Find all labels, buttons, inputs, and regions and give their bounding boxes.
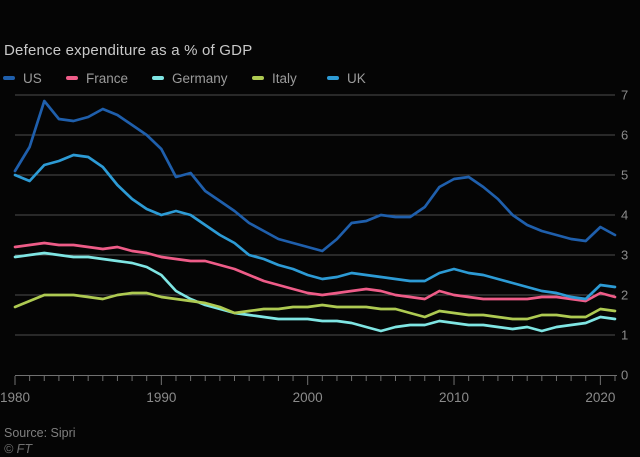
- legend-label-france: France: [86, 70, 129, 86]
- legend-item-germany: Germany: [152, 70, 228, 86]
- series-line-france: [13, 241, 617, 303]
- legend-swatch-germany: [152, 76, 164, 80]
- x-axis-label: 2020: [585, 390, 615, 405]
- legend-swatch-uk: [327, 76, 339, 80]
- chart-legend: US France Germany Italy UK: [0, 70, 640, 86]
- legend-item-italy: Italy: [252, 70, 297, 86]
- legend-label-uk: UK: [347, 70, 366, 86]
- y-axis-label: 4: [621, 208, 628, 223]
- legend-item-uk: UK: [327, 70, 366, 86]
- legend-item-us: US: [3, 70, 42, 86]
- y-axis-label: 3: [621, 248, 628, 263]
- y-axis-label: 5: [621, 168, 628, 183]
- source-label: Source: Sipri: [4, 426, 76, 440]
- legend-label-germany: Germany: [172, 70, 228, 86]
- series-line-us: [13, 99, 617, 253]
- y-axis-label: 2: [621, 288, 628, 303]
- x-axis-label: 1990: [146, 390, 176, 405]
- series-line-uk: [13, 153, 617, 301]
- series-line-germany: [13, 251, 617, 333]
- legend-label-italy: Italy: [272, 70, 297, 86]
- legend-item-france: France: [66, 70, 128, 86]
- legend-swatch-france: [66, 76, 78, 80]
- legend-swatch-italy: [252, 76, 264, 80]
- x-axis-label: 2000: [293, 390, 323, 405]
- legend-label-us: US: [23, 70, 42, 86]
- y-axis-label: 6: [621, 128, 628, 143]
- legend-swatch-us: [3, 76, 15, 80]
- y-axis-label: 0: [621, 368, 628, 383]
- y-axis-label: 1: [621, 328, 628, 343]
- x-axis-label: 2010: [439, 390, 469, 405]
- chart-title: Defence expenditure as a % of GDP: [4, 42, 253, 59]
- series-line-italy: [13, 291, 617, 321]
- ft-copyright: © FT: [4, 442, 32, 456]
- y-axis-label: 7: [621, 88, 628, 103]
- x-axis-label: 1980: [0, 390, 30, 405]
